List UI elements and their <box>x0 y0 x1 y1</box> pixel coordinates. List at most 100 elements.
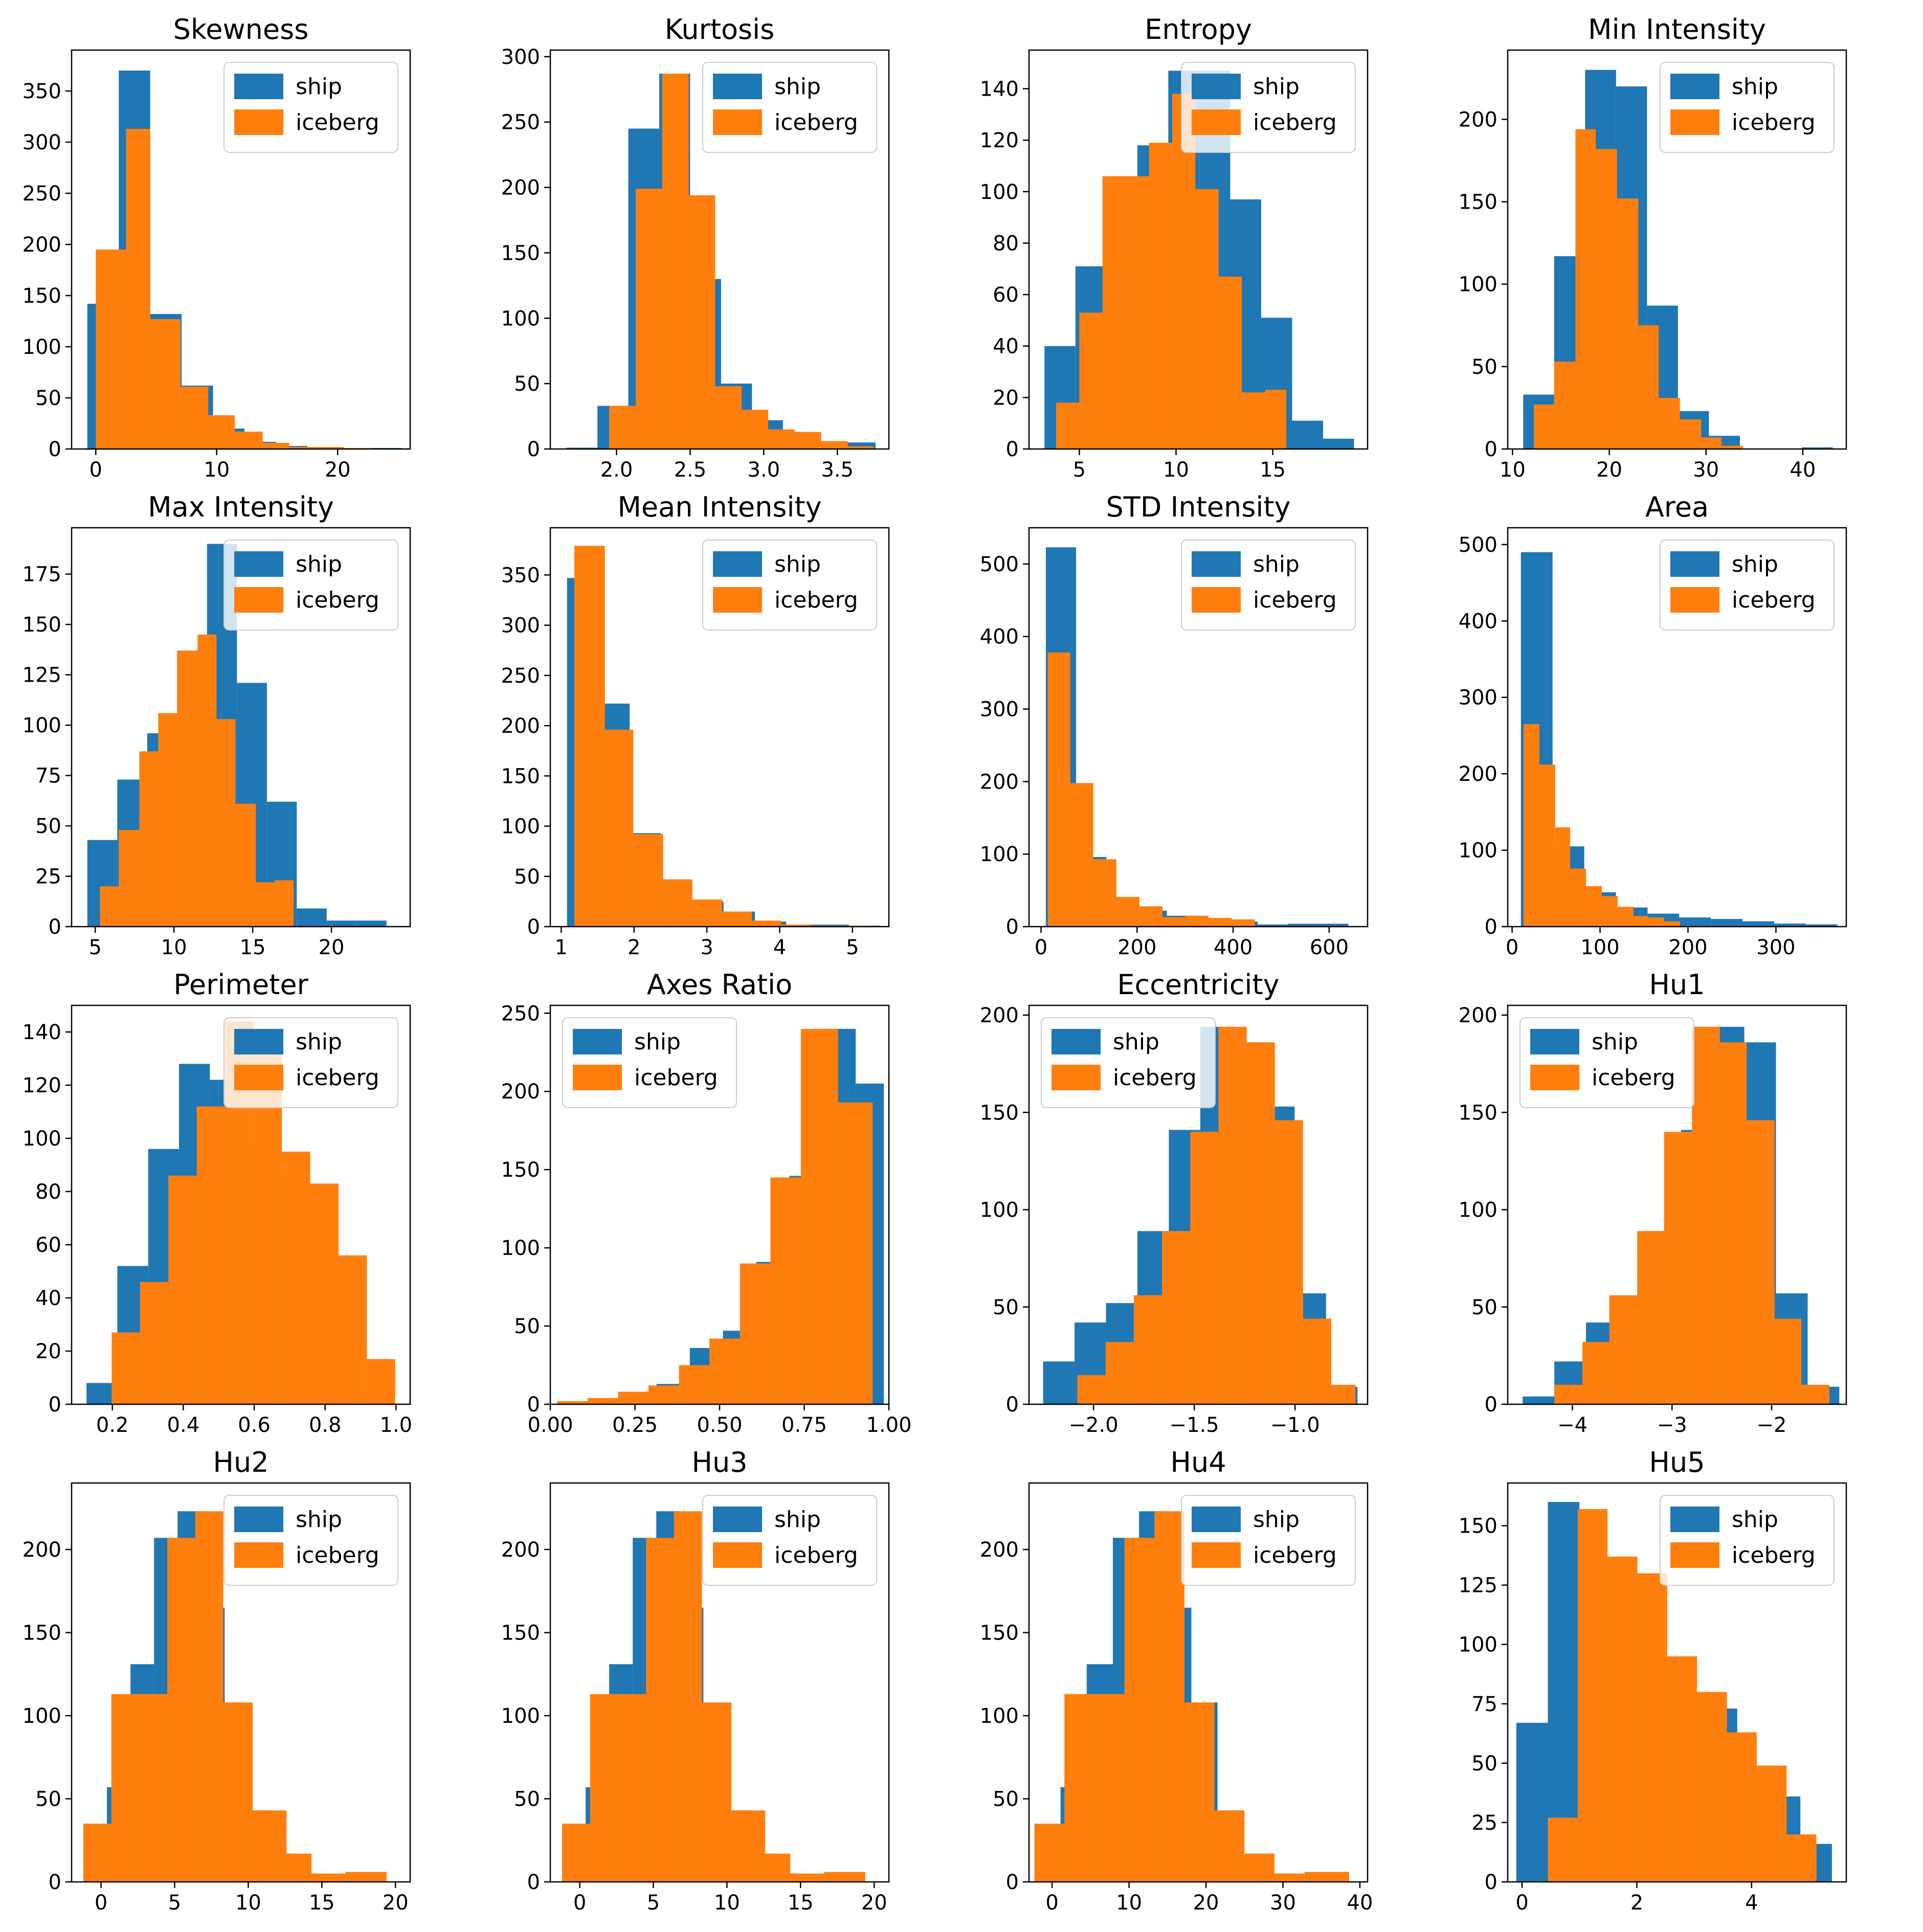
bar-iceberg-9 <box>824 1872 865 1882</box>
y-tick-label: 50 <box>993 1296 1019 1319</box>
y-tick-label: 0 <box>1006 1393 1019 1417</box>
y-tick-label: 150 <box>501 1622 540 1645</box>
x-tick-label: 2.5 <box>674 458 707 482</box>
bar-iceberg-9 <box>1801 1384 1829 1404</box>
legend-swatch-iceberg <box>1670 1542 1719 1568</box>
y-tick-label: 300 <box>1459 686 1497 710</box>
chart-title: Mean Intensity <box>617 491 821 523</box>
y-tick-label: 150 <box>23 613 61 637</box>
x-tick-label: 5 <box>88 936 101 959</box>
bar-iceberg-4 <box>679 1365 710 1404</box>
y-tick-label: 100 <box>980 1199 1019 1222</box>
bar-iceberg-7 <box>1209 917 1232 927</box>
x-tick-label: −4 <box>1557 1413 1587 1437</box>
x-tick-label: 200 <box>1668 936 1707 959</box>
legend: ship iceberg <box>1660 1495 1835 1586</box>
x-tick-label: −2 <box>1756 1413 1786 1437</box>
chart-title: Hu3 <box>691 1446 747 1478</box>
y-tick-label: 0 <box>49 438 61 461</box>
plot-frame <box>1028 1004 1369 1405</box>
y-tick-label: 250 <box>501 111 540 134</box>
legend-label-ship: ship <box>1113 1029 1159 1055</box>
x-tick-label: 0 <box>1035 936 1047 959</box>
bar-iceberg-9 <box>838 1102 873 1404</box>
legend-label-ship: ship <box>296 1029 342 1055</box>
legend: ship iceberg <box>702 540 877 631</box>
legend-label-ship: ship <box>1253 551 1300 577</box>
bar-iceberg-6 <box>1195 189 1219 449</box>
y-tick-label: 25 <box>1471 1811 1497 1835</box>
plot-frame <box>1028 1482 1369 1883</box>
bar-iceberg-8 <box>1303 1318 1332 1404</box>
y-tick-label: 50 <box>35 387 61 410</box>
x-tick-label: 4 <box>1745 1891 1758 1915</box>
bars-std-intensity <box>1045 547 1349 927</box>
chart-title: Eccentricity <box>1117 969 1279 1001</box>
bar-iceberg-6 <box>1617 907 1634 927</box>
legend: ship iceberg <box>1660 540 1835 631</box>
bar-iceberg-4 <box>1617 198 1639 449</box>
legend: ship iceberg <box>223 540 398 631</box>
x-tick-label: 0.75 <box>781 1413 827 1437</box>
legend-label-ship: ship <box>296 551 342 577</box>
x-tick-label: 3 <box>700 936 713 959</box>
x-tick-label: 0 <box>573 1891 586 1915</box>
y-tick-label: 200 <box>1459 108 1497 131</box>
legend-swatch-ship <box>573 1029 622 1054</box>
y-tick-label: 0 <box>527 1393 540 1417</box>
chart-hu1: Hu1 −4 −3 −2 0 50 100 150 200 ship iceberg <box>1459 969 1847 1437</box>
bar-iceberg-2 <box>1555 827 1571 927</box>
legend-label-ship: ship <box>774 1507 821 1533</box>
bar-iceberg-5 <box>722 911 752 927</box>
legend-swatch-ship <box>1670 1507 1719 1532</box>
legend-swatch-iceberg <box>713 587 762 613</box>
chart-hu4: Hu4 0 10 20 30 40 0 50 100 150 200 ship iceberg <box>980 1446 1373 1915</box>
legend-swatch-ship <box>713 1507 762 1532</box>
bar-iceberg-8 <box>1274 1873 1305 1882</box>
legend-swatch-ship <box>1192 1507 1241 1532</box>
y-tick-label: 25 <box>35 865 61 889</box>
legend-label-iceberg: iceberg <box>634 1065 718 1091</box>
bar-iceberg-1 <box>590 1694 618 1882</box>
bar-iceberg-5 <box>1692 1026 1720 1404</box>
y-tick-label: 100 <box>23 1704 61 1728</box>
legend-swatch-iceberg <box>713 109 762 135</box>
legend-swatch-ship <box>1670 74 1719 99</box>
bar-iceberg-0 <box>1034 1824 1065 1882</box>
bar-iceberg-9 <box>1721 445 1743 449</box>
x-tick-label: 20 <box>861 1891 887 1915</box>
legend-label-iceberg: iceberg <box>1253 109 1337 136</box>
x-tick-label: −3 <box>1657 1413 1687 1437</box>
x-tick-label: 0 <box>1506 936 1518 959</box>
bar-iceberg-8 <box>1786 1834 1817 1882</box>
legend-swatch-iceberg <box>573 1065 622 1090</box>
legend-label-iceberg: iceberg <box>1732 1542 1816 1568</box>
y-tick-label: 50 <box>1471 1296 1497 1319</box>
chart-title: Entropy <box>1145 13 1252 46</box>
legend: ship iceberg <box>1181 1495 1356 1586</box>
legend-label-ship: ship <box>1592 1029 1638 1055</box>
bar-iceberg-0 <box>96 250 126 449</box>
y-tick-label: 0 <box>49 1393 61 1417</box>
legend-swatch-ship <box>1530 1029 1579 1054</box>
x-tick-label: 1.0 <box>379 1413 412 1437</box>
legend-label-iceberg: iceberg <box>296 587 379 613</box>
legend: ship iceberg <box>223 62 398 153</box>
bar-iceberg-4 <box>1664 1132 1692 1404</box>
plot-frame <box>1507 49 1847 450</box>
bar-ship-9 <box>1801 447 1833 449</box>
bar-ship-8 <box>1774 924 1806 927</box>
bar-iceberg-6 <box>262 443 289 449</box>
legend-swatch-iceberg <box>234 1065 283 1090</box>
legend-label-iceberg: iceberg <box>1592 1065 1675 1091</box>
plot-frame <box>1028 49 1369 450</box>
bar-iceberg-8 <box>790 1873 824 1882</box>
bar-iceberg-3 <box>167 1538 195 1882</box>
plot-frame <box>1028 527 1369 928</box>
series-iceberg <box>562 1511 865 1882</box>
bar-iceberg-7 <box>1218 276 1242 449</box>
bar-iceberg-1 <box>1064 1694 1094 1882</box>
x-tick-label: 0.8 <box>309 1413 342 1437</box>
y-tick-label: 350 <box>23 80 61 103</box>
bar-iceberg-3 <box>648 1385 679 1404</box>
